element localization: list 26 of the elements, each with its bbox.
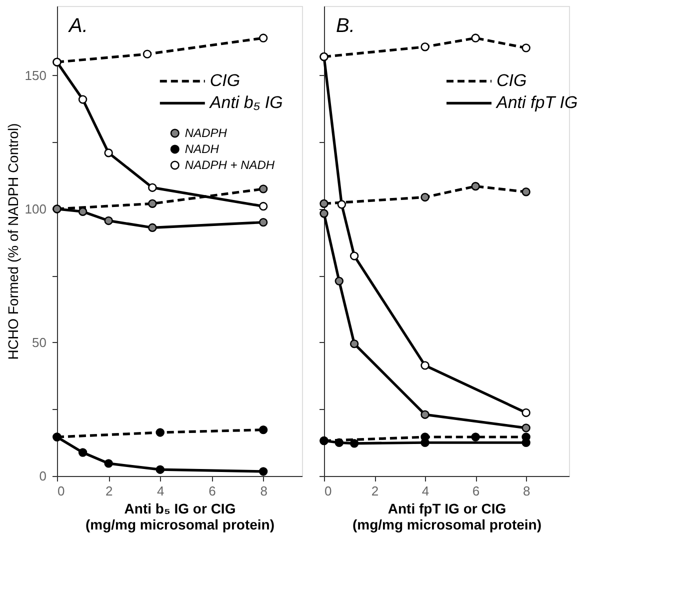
x-tick-label: 6	[208, 484, 216, 498]
annotation: Anti b₅ IG	[208, 93, 283, 112]
x-tick-label: 8	[522, 484, 530, 498]
annotation: NADPH + NADH	[184, 158, 275, 172]
y-tick-label: 150	[24, 68, 46, 83]
annotation: NADPH	[184, 126, 228, 140]
x-axis-title: Anti b₅ IG or CIG (mg/mg microsomal protein)	[85, 500, 275, 532]
annotation: Anti fpT IG	[496, 93, 578, 112]
y-axis-title: HCHO Formed (% of NADPH Control)	[4, 123, 21, 360]
x-tick-label: 6	[472, 484, 480, 498]
x-tick-label: 4	[422, 484, 430, 498]
annotation: NADH	[184, 142, 220, 156]
annotation: CIG	[496, 71, 527, 90]
x-tick-label: 0	[58, 484, 65, 498]
x-tick-label: 0	[324, 484, 332, 498]
annotation: CIG	[210, 71, 240, 90]
x-tick-label: 8	[260, 484, 268, 498]
x-tick-label: 2	[371, 484, 379, 498]
annotation: B.	[336, 15, 355, 37]
annotation: A.	[68, 15, 88, 37]
x-axis-title: Anti fpT IG or CIG (mg/mg microsomal protein)	[352, 500, 542, 532]
y-tick-label: 100	[24, 201, 46, 216]
x-tick-label: 4	[157, 484, 164, 498]
y-tick-label: 50	[32, 334, 46, 350]
x-tick-label: 2	[105, 484, 113, 498]
y-tick-label: 0	[39, 468, 46, 484]
